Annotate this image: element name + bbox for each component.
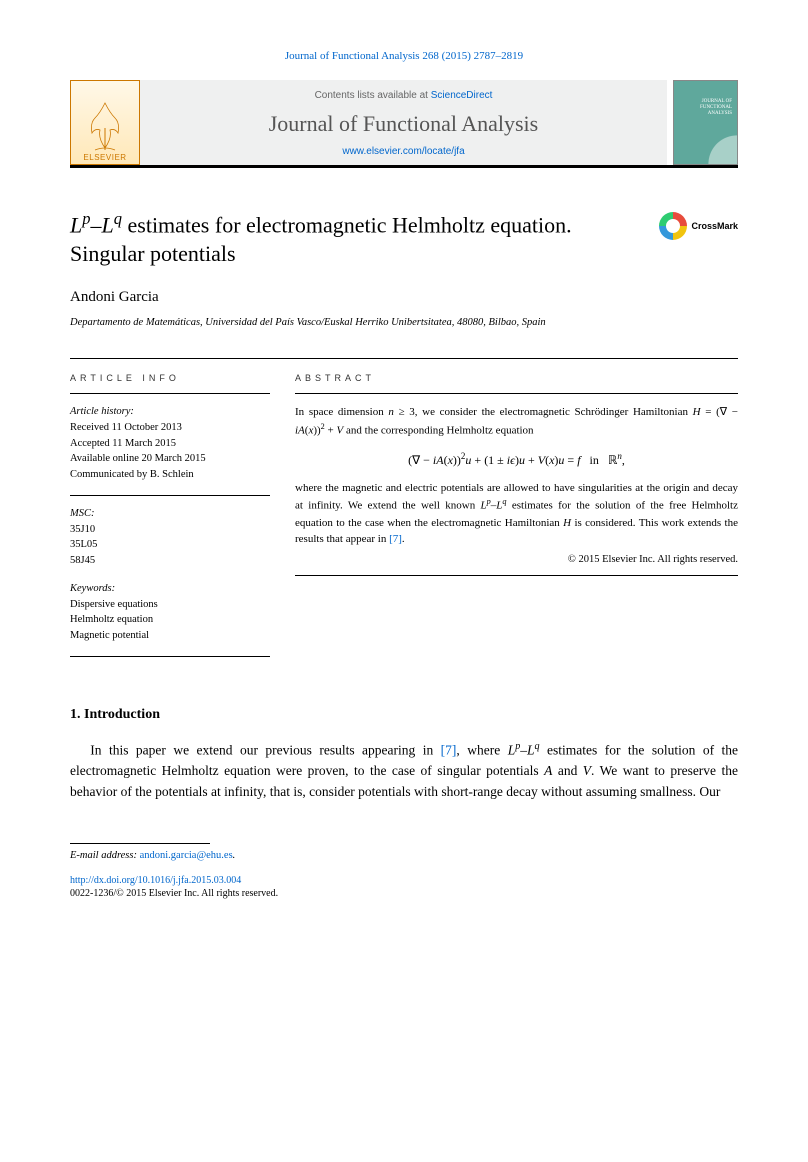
elsevier-tree-icon	[80, 98, 130, 153]
msc-heading: MSC:	[70, 506, 270, 522]
msc-code: 35J10	[70, 522, 270, 538]
elsevier-label: ELSEVIER	[83, 153, 126, 162]
section-1-heading: 1. Introduction	[70, 707, 738, 723]
article-info-label: ARTICLE INFO	[70, 359, 270, 394]
keywords-heading: Keywords:	[70, 581, 270, 597]
abstract-copyright: © 2015 Elsevier Inc. All rights reserved…	[295, 554, 738, 565]
crossmark-badge[interactable]: CrossMark	[659, 212, 738, 240]
history-accepted: Accepted 11 March 2015	[70, 436, 270, 452]
doi-link[interactable]: http://dx.doi.org/10.1016/j.jfa.2015.03.…	[70, 875, 738, 886]
history-heading: Article history:	[70, 404, 270, 420]
history-communicated: Communicated by B. Schlein	[70, 467, 270, 483]
cover-curve-decoration	[697, 124, 737, 164]
elsevier-logo[interactable]: ELSEVIER	[70, 80, 140, 165]
journal-name: Journal of Functional Analysis	[150, 111, 657, 137]
article-info-column: ARTICLE INFO Article history: Received 1…	[70, 358, 270, 657]
crossmark-label: CrossMark	[691, 221, 738, 231]
abstract-equation: (∇ − iA(x))2u + (1 ± iϵ)u + V(x)u = f in…	[295, 451, 738, 468]
author-name: Andoni Garcia	[70, 289, 738, 306]
abstract-label: ABSTRACT	[295, 359, 738, 394]
abstract-column: ABSTRACT In space dimension n ≥ 3, we co…	[295, 358, 738, 657]
author-affiliation: Departamento de Matemáticas, Universidad…	[70, 316, 738, 331]
abstract-para1: In space dimension n ≥ 3, we consider th…	[295, 404, 738, 439]
msc-code: 35L05	[70, 537, 270, 553]
contents-prefix: Contents lists available at	[315, 90, 431, 101]
email-line: E-mail address: andoni.garcia@ehu.es.	[70, 850, 738, 861]
crossmark-icon	[659, 212, 687, 240]
email-label: E-mail address:	[70, 850, 140, 861]
journal-cover[interactable]: JOURNAL OF FUNCTIONAL ANALYSIS	[673, 80, 738, 165]
article-title: Lp–Lq estimates for electromagnetic Helm…	[70, 208, 639, 269]
history-online: Available online 20 March 2015	[70, 451, 270, 467]
footer-separator	[70, 843, 210, 844]
history-received: Received 11 October 2013	[70, 420, 270, 436]
abstract-para2: where the magnetic and electric potentia…	[295, 480, 738, 548]
sciencedirect-link[interactable]: ScienceDirect	[431, 90, 493, 101]
keywords-block: Keywords: Dispersive equations Helmholtz…	[70, 581, 270, 644]
header-citation[interactable]: Journal of Functional Analysis 268 (2015…	[70, 50, 738, 62]
masthead-center: Contents lists available at ScienceDirec…	[140, 80, 667, 165]
keyword: Helmholtz equation	[70, 612, 270, 628]
footer-copyright: 0022-1236/© 2015 Elsevier Inc. All right…	[70, 888, 738, 899]
article-history: Article history: Received 11 October 201…	[70, 404, 270, 483]
keyword: Magnetic potential	[70, 628, 270, 644]
author-email-link[interactable]: andoni.garcia@ehu.es	[140, 850, 233, 861]
contents-available: Contents lists available at ScienceDirec…	[150, 90, 657, 101]
masthead: ELSEVIER Contents lists available at Sci…	[70, 80, 738, 168]
journal-url[interactable]: www.elsevier.com/locate/jfa	[150, 146, 657, 157]
journal-cover-text: JOURNAL OF FUNCTIONAL ANALYSIS	[700, 99, 732, 117]
section-1-para: In this paper we extend our previous res…	[70, 739, 738, 803]
msc-block: MSC: 35J10 35L05 58J45	[70, 506, 270, 569]
msc-code: 58J45	[70, 553, 270, 569]
keyword: Dispersive equations	[70, 597, 270, 613]
